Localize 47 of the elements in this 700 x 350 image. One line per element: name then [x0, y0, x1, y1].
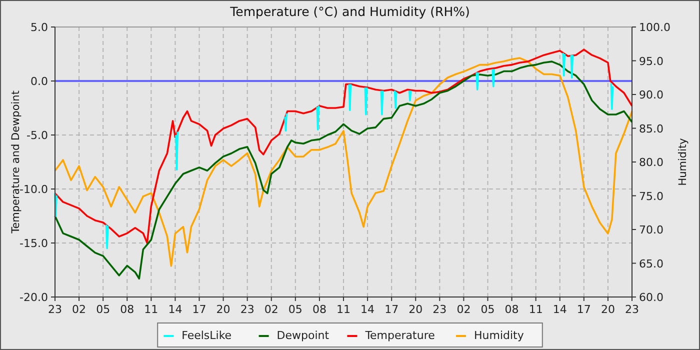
x-tick-label: 02	[264, 303, 278, 316]
y2-tick-label: 95.0	[639, 54, 664, 68]
x-tick-label: 11	[144, 303, 158, 316]
y-tick-label: -10.0	[20, 183, 48, 196]
x-tick-label: 20	[216, 303, 230, 316]
y2-tick-label: 80.0	[639, 156, 664, 169]
legend-label: FeelsLike	[182, 329, 232, 342]
x-tick-label: 02	[72, 303, 86, 316]
y-tick-label: -5.0	[26, 129, 48, 142]
legend-label: Humidity	[474, 329, 524, 342]
x-tick-label: 14	[552, 303, 567, 316]
x-tick-label: 14	[168, 303, 182, 316]
y2-tick-label: 60.0	[639, 291, 664, 304]
x-tick-label: 23	[240, 303, 254, 316]
legend-label: Temperature	[364, 329, 436, 342]
x-tick-label: 05	[288, 303, 302, 316]
y2-tick-label: 100.0	[639, 21, 670, 34]
y2-tick-label: 70.0	[639, 224, 664, 236]
x-tick-label: 20	[600, 303, 615, 316]
x-tick-label: 20	[408, 303, 423, 316]
y-tick-label: -20.0	[20, 291, 48, 304]
chart-title: Temperature (°C) and Humidity (RH%)	[229, 4, 470, 19]
x-tick-label: 23	[625, 303, 639, 316]
legend-label: Dewpoint	[276, 329, 330, 342]
y2-tick-label: 65.0	[639, 257, 664, 270]
y2-axis-title: Humidity	[677, 138, 689, 186]
y-tick-label: 5.0	[30, 21, 48, 34]
y-tick-label: 0.0	[30, 75, 48, 88]
x-tick-label: 08	[504, 303, 519, 316]
y2-tick-label: 75.0	[639, 190, 664, 203]
x-tick-label: 05	[480, 303, 495, 316]
x-tick-label: 17	[384, 303, 399, 316]
y2-tick-label: 90.0	[639, 88, 664, 102]
y2-tick-label: 85.0	[639, 122, 664, 136]
x-tick-label: 11	[528, 303, 543, 316]
x-tick-label: 08	[120, 303, 134, 316]
x-tick-label: 17	[192, 303, 206, 316]
x-tick-label: 08	[312, 303, 326, 316]
x-tick-label: 14	[360, 303, 375, 316]
y-axis-title: Temperature and Dewpoint	[10, 90, 22, 234]
y-tick-label: -15.0	[20, 237, 48, 250]
x-tick-label: 02	[456, 303, 471, 316]
x-tick-label: 05	[96, 303, 110, 316]
x-tick-label: 23	[48, 303, 62, 316]
x-tick-label: 23	[432, 303, 447, 316]
x-tick-label: 11	[336, 303, 350, 316]
x-tick-label: 17	[576, 303, 591, 316]
